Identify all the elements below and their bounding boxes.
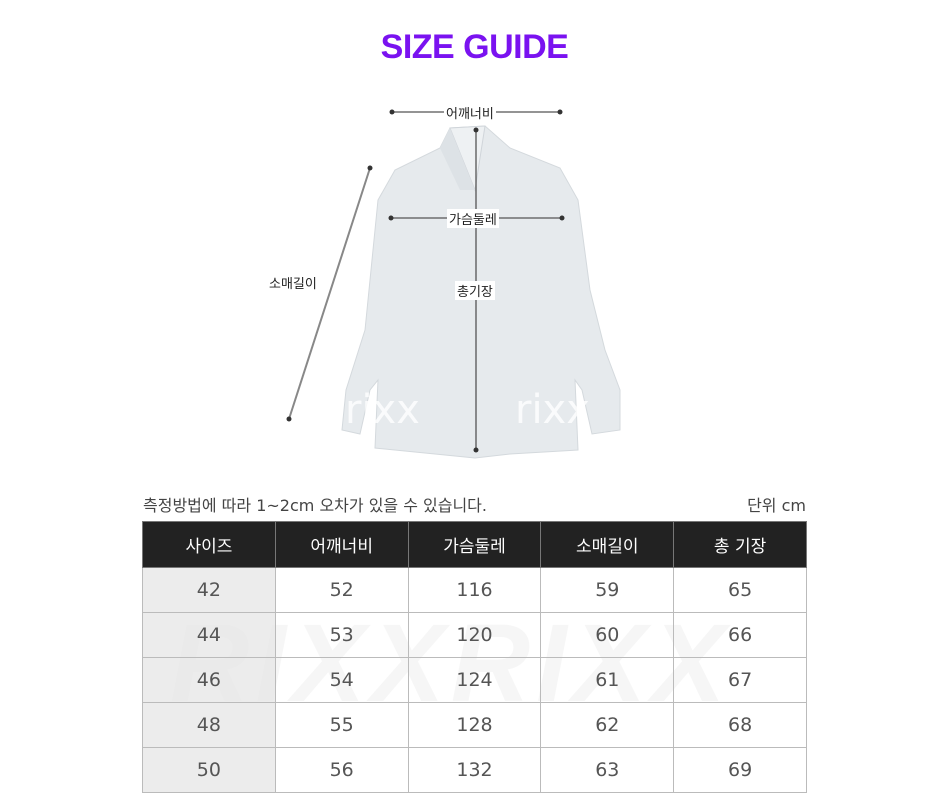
table-row: 48 55 128 62 68: [142, 702, 807, 748]
header-sleeve: 소매길이: [540, 521, 675, 568]
table-cell: 69: [673, 747, 807, 793]
shirt-image: rixx rixx: [286, 109, 621, 459]
length-label: 총기장: [455, 281, 495, 300]
table-row: 42 52 116 59 65: [142, 567, 807, 613]
table-cell: 59: [540, 567, 675, 613]
shirt-measurement-figure: rixx rixx 어깨너비 가슴둘레 소매길이 총기장: [260, 90, 660, 460]
table-row: 46 54 124 61 67: [142, 657, 807, 703]
table-cell: 124: [407, 657, 542, 703]
table-header-row: 사이즈 어깨너비 가슴둘레 소매길이 총 기장: [142, 521, 807, 568]
table-cell: 54: [274, 657, 409, 703]
table-cell: 128: [407, 702, 542, 748]
header-chest: 가슴둘레: [407, 521, 542, 568]
unit-label: 단위 cm: [747, 496, 806, 515]
table-cell: 65: [673, 567, 807, 613]
table-cell: 132: [407, 747, 542, 793]
table-cell: 60: [540, 612, 675, 658]
table-row: 44 53 120 60 66: [142, 612, 807, 658]
table-cell: 61: [540, 657, 675, 703]
table-cell: 50: [142, 747, 276, 793]
header-size: 사이즈: [142, 521, 276, 568]
table-cell: 55: [274, 702, 409, 748]
table-cell: 120: [407, 612, 542, 658]
table-cell: 56: [274, 747, 409, 793]
table-cell: 66: [673, 612, 807, 658]
measurement-note: 측정방법에 따라 1~2cm 오차가 있을 수 있습니다.: [143, 496, 487, 515]
table-cell: 62: [540, 702, 675, 748]
watermark-right: rixx: [515, 387, 590, 433]
table-cell: 116: [407, 567, 542, 613]
table-cell: 68: [673, 702, 807, 748]
table-cell: 42: [142, 567, 276, 613]
table-cell: 67: [673, 657, 807, 703]
header-shoulder: 어깨너비: [274, 521, 409, 568]
page-title: SIZE GUIDE: [380, 28, 569, 66]
table-cell: 53: [274, 612, 409, 658]
watermark-left: rixx: [345, 387, 420, 433]
table-cell: 48: [142, 702, 276, 748]
size-table: 사이즈 어깨너비 가슴둘레 소매길이 총 기장 42 52 116 59 65 44 53 1…: [142, 521, 807, 793]
table-row: 50 56 132 63 69: [142, 747, 807, 793]
table-cell: 44: [142, 612, 276, 658]
table-cell: 63: [540, 747, 675, 793]
header-length: 총 기장: [673, 521, 807, 568]
table-cell: 52: [274, 567, 409, 613]
table-cell: 46: [142, 657, 276, 703]
shoulder-label: 어깨너비: [444, 103, 496, 122]
sleeve-label: 소매길이: [269, 277, 317, 292]
chest-label: 가슴둘레: [447, 209, 499, 228]
